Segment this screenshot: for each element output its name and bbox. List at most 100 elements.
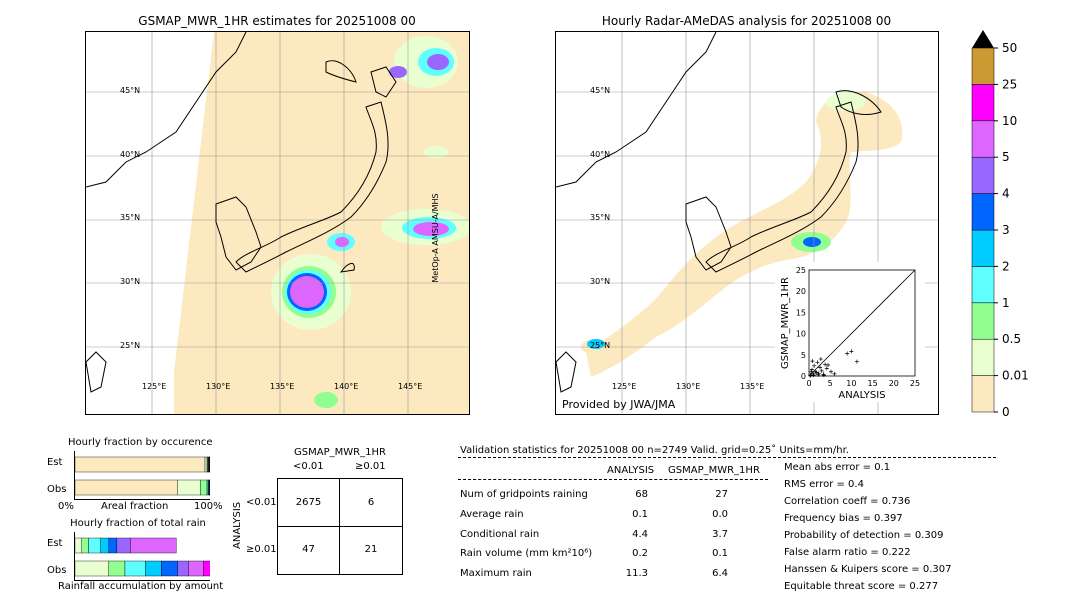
right-map-title: Hourly Radar-AMeDAS analysis for 2025100… [601,14,892,28]
scatter-xtick: 10 [846,379,856,388]
contingency-cell-10: 47 [302,544,315,555]
stat-analysis-4: 11.3 [625,568,648,579]
stat-gsmap-0: 27 [715,489,728,500]
occurrence-bars [75,456,210,496]
right-map-svg [556,32,938,414]
totalrain-bar-segment [108,560,126,577]
totalrain-bar-segment [130,537,177,554]
score-7: Equitable threat score = 0.277 [784,581,939,592]
contingency-title: GSMAP_MWR_1HR [294,447,386,458]
colorbar-label: 1 [1002,296,1010,310]
left-lon-label-125: 125°E [142,382,167,391]
stat-gsmap-1: 0.0 [712,509,728,520]
radar-rain-north [826,93,866,111]
left-lon-label-135: 135°E [270,382,295,391]
stat-label-0: Num of gridpoints raining [460,489,588,500]
contingency-row-ge: ≥0.01 [246,544,277,555]
totalrain-title: Hourly fraction of total rain [70,518,206,529]
right-lat-label-30: 30°N [590,277,611,286]
totalrain-bar-segment [203,560,210,577]
colorbar-swatch [971,156,995,194]
scatter-point [818,365,823,370]
left-lat-label-40: 40°N [120,150,141,159]
scatter-point [812,363,817,368]
score-4: Probability of detection = 0.309 [784,530,944,541]
right-lat-label-35: 35°N [590,213,611,222]
satellite-label: MetOp-A AMSU-A/MHS [431,193,440,283]
scatter-xtick: 5 [828,379,833,388]
colorbar-label: 2 [1002,259,1010,273]
totalrain-bar-segment [88,537,101,554]
colorbar-swatch [971,266,995,304]
scatter-xtick: 0 [806,379,811,388]
scatter-point [816,372,821,377]
right-lon-label-135: 135°E [740,382,765,391]
colorbar-label: 0.01 [1002,369,1029,383]
score-5: False alarm ratio = 0.222 [784,547,911,558]
scatter-plot: 0 5 10 15 20 25 0 5 10 15 20 25 ANALYSIS GSMAP_MWR_1H… [780,266,920,401]
right-lat-label-45: 45°N [590,86,611,95]
totalrain-bar-segment [108,537,118,554]
rain-area-north2 [389,66,407,78]
contingency-cell-11: 21 [364,544,378,555]
totalrain-bar-segment [161,560,178,577]
totalrain-bar-segment [124,560,146,577]
right-map-panel: 45°N 40°N 35°N 30°N 25°N 125°E 130°E 135… [555,31,939,415]
totalrain-bar-segment [75,560,109,577]
satellite-swath [174,32,469,414]
scatter-point [845,351,850,356]
occurrence-x-left: 0% [58,501,74,512]
totalrain-bar-segment [188,560,204,577]
totalrain-bar-segment [81,537,89,554]
left-lon-label-130: 130°E [206,382,231,391]
occurrence-title: Hourly fraction by occurence [68,437,213,448]
colorbar-swatch [971,302,995,340]
scatter-point [818,357,823,362]
colorbar-swatch [971,375,995,413]
scatter-xlabel: ANALYSIS [838,390,885,401]
left-lat-label-25: 25°N [120,341,141,350]
occurrence-bar-segment [75,479,178,496]
stat-gsmap-3: 0.1 [712,548,728,559]
totalrain-bars [75,537,210,577]
colorbar-swatch [971,229,995,267]
right-lat-label-25: 25°N [590,341,611,350]
scatter-point [809,367,814,372]
right-lon-label-125: 125°E [612,382,637,391]
stat-label-2: Conditional rain [460,529,540,540]
colorbar-label: 3 [1002,223,1010,237]
stat-analysis-0: 68 [635,489,648,500]
scatter-point [824,366,829,371]
radar-rain-south [587,339,605,349]
colorbar-swatch [971,120,995,158]
scatter-point [849,349,854,354]
scatter-point [826,362,831,367]
occurrence-x-right: 100% [194,501,223,512]
scatter-ylabel: GSMAP_MWR_1HR [780,277,791,369]
totalrain-bar-segment [144,560,162,577]
scatter-ytick: 25 [796,266,806,275]
left-map-svg [86,32,469,414]
colorbar: 0 0.01 0.5 1 2 3 4 5 10 25 50 [965,28,1035,418]
colorbar-label: 0.5 [1002,332,1021,346]
scatter-xtick: 15 [868,379,878,388]
occurrence-bar-segment [75,456,206,473]
scatter-point [832,371,837,376]
scatter-point [823,362,828,367]
totalrain-bar-segment [116,537,131,554]
scatter-point [814,370,819,375]
scatter-point [829,369,834,374]
colorbar-svg: 0 0.01 0.5 1 2 3 4 5 10 25 50 [971,30,1029,418]
radar-rain-core [803,237,821,247]
scatter-point [808,373,813,378]
validation-divider-mid [458,479,768,480]
left-lon-label-145: 145°E [398,382,423,391]
colorbar-swatch [971,338,995,376]
right-map-coastlines [556,32,882,393]
scatter-point [821,372,826,377]
scatter-ytick: 20 [796,287,806,296]
stat-label-4: Maximum rain [460,568,532,579]
left-map-title: GSMAP_MWR_1HR estimates for 20251008 00 [138,14,416,28]
totalrain-chart [74,532,210,581]
scatter-diagonal [808,269,916,377]
